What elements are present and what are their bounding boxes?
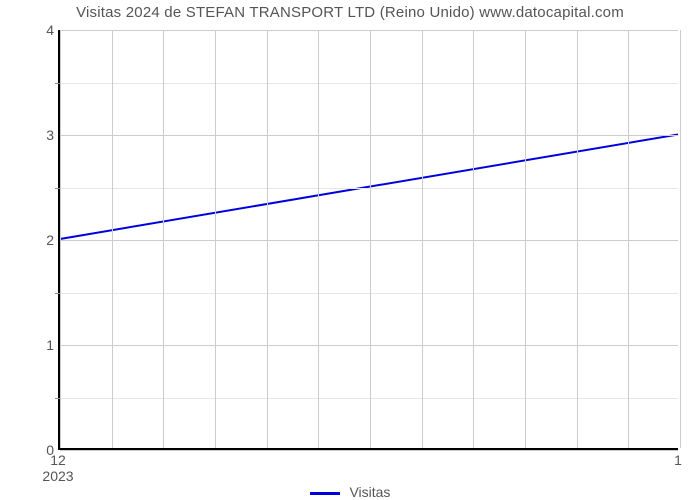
- gridline-h-minor: [60, 83, 678, 84]
- gridline-v: [473, 30, 474, 448]
- gridline-v: [163, 30, 164, 448]
- gridline-h-minor: [60, 293, 678, 294]
- legend: Visitas: [0, 484, 700, 500]
- gridline-h: [60, 30, 678, 31]
- gridline-v: [215, 30, 216, 448]
- x-tick-label: 12: [50, 452, 66, 468]
- gridline-v: [422, 30, 423, 448]
- chart-title: Visitas 2024 de STEFAN TRANSPORT LTD (Re…: [0, 4, 700, 21]
- y-tick-label: 1: [24, 337, 54, 353]
- gridline-v: [628, 30, 629, 448]
- gridline-v: [370, 30, 371, 448]
- gridline-v: [60, 30, 61, 448]
- gridline-v: [577, 30, 578, 448]
- gridline-v: [680, 30, 681, 448]
- gridline-h: [60, 345, 678, 346]
- legend-swatch: [310, 492, 340, 495]
- gridline-v: [267, 30, 268, 448]
- y-tick-label: 2: [24, 232, 54, 248]
- gridline-v: [112, 30, 113, 448]
- gridline-h: [60, 450, 678, 451]
- x-tick-year: 2023: [42, 468, 73, 484]
- gridline-h: [60, 135, 678, 136]
- gridline-v: [318, 30, 319, 448]
- gridline-v: [525, 30, 526, 448]
- chart-container: Visitas 2024 de STEFAN TRANSPORT LTD (Re…: [0, 0, 700, 500]
- x-tick-label: 1: [674, 452, 682, 468]
- y-tick-label: 4: [24, 22, 54, 38]
- gridline-h-minor: [60, 188, 678, 189]
- gridline-h-minor: [60, 398, 678, 399]
- gridline-h: [60, 240, 678, 241]
- plot-area: [58, 30, 678, 450]
- line-series: [60, 30, 678, 448]
- legend-label: Visitas: [349, 484, 390, 500]
- y-tick-label: 3: [24, 127, 54, 143]
